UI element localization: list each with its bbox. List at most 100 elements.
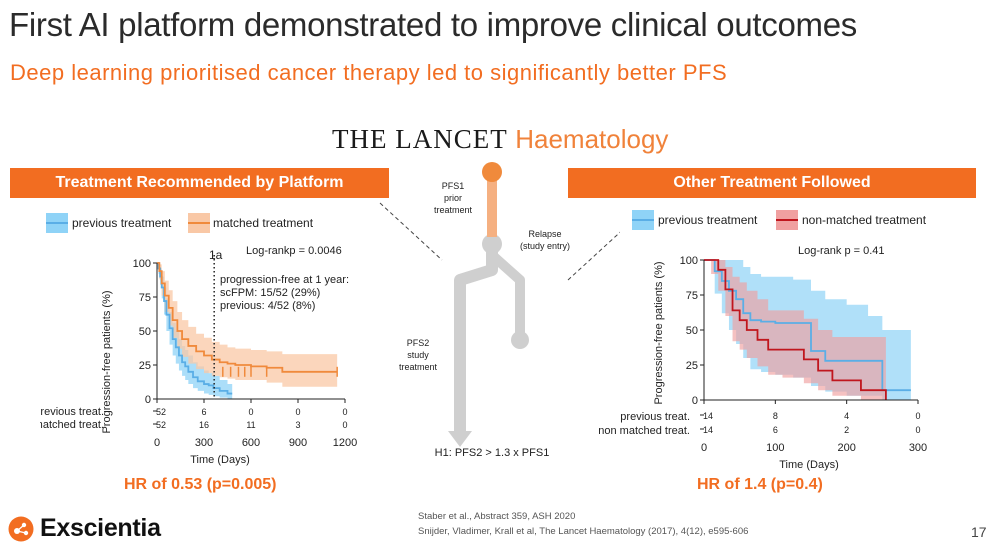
x-tick-label-0: 0 [701, 442, 707, 454]
km-line-previous [157, 262, 233, 395]
pfs1-label-1: PFS1 [442, 181, 465, 191]
connector-left [379, 202, 443, 261]
relapse-label-2: (study entry) [520, 241, 570, 251]
study-design-diagram: PFS1 prior treatment Relapse (study entr… [379, 162, 620, 459]
left-annotation-3: previous: 4/52 (8%) [220, 300, 315, 312]
pfs1-node [482, 162, 502, 182]
y-tick-label-1: 25 [139, 360, 151, 372]
pfs2-label-1: PFS2 [407, 338, 430, 348]
pfs1-label-3: treatment [434, 205, 473, 215]
risk-value-0-0: 14 [703, 411, 713, 421]
left-km-chart: previous treatment matched treatment Log… [40, 213, 357, 466]
km-line-matched [157, 262, 338, 373]
y-tick-label-4: 100 [133, 258, 151, 270]
risk-value-1-1: 16 [199, 420, 209, 430]
reference-2: Snijder, Vladimer, Krall et al, The Lanc… [418, 526, 749, 537]
connector-right [567, 231, 620, 281]
pfs1-label-2: prior [444, 193, 462, 203]
y-tick-label-0: 0 [145, 394, 151, 406]
left-hr-result: HR of 0.53 (p=0.005) [124, 476, 277, 493]
risk-value-1-2: 2 [844, 425, 849, 435]
right-risk-label-0: previous treat. [620, 411, 690, 423]
slide-title: First AI platform demonstrated to improv… [9, 6, 857, 43]
left-xlabel: Time (Days) [190, 454, 249, 466]
right-risk-label-1: non matched treat. [598, 425, 690, 437]
branch-node [482, 234, 502, 254]
right-hr-result: HR of 1.4 (p=0.4) [697, 476, 823, 493]
journal-heading: THE LANCET Haematology [332, 124, 668, 155]
risk-value-1-4: 0 [342, 420, 347, 430]
reference-1: Staber et al., Abstract 359, ASH 2020 [418, 511, 576, 522]
legend-label-nonmatched: non-matched treatment [802, 213, 927, 227]
y-tick-label-0: 0 [692, 395, 698, 407]
references: Staber et al., Abstract 359, ASH 2020 Sn… [418, 509, 748, 539]
x-tick-label-0: 0 [154, 437, 160, 449]
right-plot-area: 0 25 50 75 100 0 100 200 300 14 8 4 0 14 6 2 0 [680, 255, 928, 454]
risk-value-1-3: 0 [915, 425, 920, 435]
risk-value-0-4: 0 [342, 407, 347, 417]
risk-value-1-2: 11 [246, 420, 255, 430]
left-annotation-2: scFPM: 15/52 (29%) [220, 287, 320, 299]
x-tick-label-3: 900 [289, 437, 307, 449]
risk-value-0-2: 4 [844, 411, 849, 421]
right-logrank: Log-rank p = 0.41 [798, 245, 885, 257]
slide-subtitle: Deep learning prioritised cancer therapy… [10, 60, 728, 85]
left-logrank: Log-rankp = 0.0046 [246, 245, 342, 257]
ci-band-matched [157, 263, 338, 387]
journal-name: THE LANCET [332, 124, 508, 154]
risk-value-0-1: 8 [773, 411, 778, 421]
page-number: 17 [971, 524, 987, 540]
relapse-node [511, 331, 529, 349]
x-tick-label-3: 300 [909, 442, 927, 454]
left-legend: previous treatment matched treatment [46, 213, 314, 233]
journal-section: Haematology [515, 124, 669, 154]
x-tick-label-1: 300 [195, 437, 213, 449]
right-banner: Other Treatment Followed [568, 168, 976, 198]
right-legend: previous treatment non-matched treatment [632, 210, 927, 230]
legend-label-previous: previous treatment [72, 216, 172, 230]
left-annotation-1: progression-free at 1 year: [220, 274, 349, 286]
pfs2-label-3: treatment [399, 362, 438, 372]
risk-value-1-3: 3 [295, 420, 300, 430]
x-tick-label-4: 1200 [333, 437, 357, 449]
logo-text: Exscientia [40, 514, 161, 542]
x-tick-label-1: 100 [766, 442, 784, 454]
y-tick-label-3: 75 [139, 292, 151, 304]
legend-label-matched: matched treatment [213, 216, 314, 230]
risk-value-0-2: 0 [248, 407, 253, 417]
risk-value-1-1: 6 [773, 425, 778, 435]
right-xlabel: Time (Days) [779, 459, 838, 471]
risk-value-0-0: 52 [156, 407, 166, 417]
y-tick-label-1: 25 [686, 360, 698, 372]
risk-value-1-0: 52 [156, 420, 166, 430]
exscientia-logo-icon [8, 516, 34, 541]
y-tick-label-2: 50 [139, 326, 151, 338]
pfs2-label-2: study [407, 350, 429, 360]
left-risk-label-1: matched treat. [40, 419, 104, 431]
relapse-label-1: Relapse [528, 229, 561, 239]
y-tick-label-3: 75 [686, 290, 698, 302]
pfs2-path [454, 243, 498, 435]
pfs2-arrow-icon [448, 431, 472, 447]
left-ylabel: Progression-free patients (%) [101, 290, 113, 433]
right-ylabel: Progression-free patients (%) [653, 261, 665, 404]
left-vline-label: 1a [209, 248, 223, 262]
risk-value-0-3: 0 [295, 407, 300, 417]
risk-value-1-0: 14 [703, 425, 713, 435]
ci-band-nonmatched [704, 260, 886, 400]
y-tick-label-4: 100 [680, 255, 698, 267]
legend-label-previous: previous treatment [658, 213, 758, 227]
y-tick-label-2: 50 [686, 325, 698, 337]
x-tick-label-2: 200 [837, 442, 855, 454]
risk-value-0-1: 6 [201, 407, 206, 417]
risk-value-0-3: 0 [915, 411, 920, 421]
x-tick-label-2: 600 [242, 437, 260, 449]
hypothesis-text: H1: PFS2 > 1.3 x PFS1 [435, 447, 550, 459]
relapse-path [488, 251, 525, 335]
km-line-nonmatched [704, 259, 887, 400]
left-risk-label-0: previous treat. [40, 406, 104, 418]
company-logo: Exscientia [8, 514, 161, 543]
left-banner: Treatment Recommended by Platform [10, 168, 389, 198]
right-km-chart: previous treatment non-matched treatment… [598, 210, 928, 471]
